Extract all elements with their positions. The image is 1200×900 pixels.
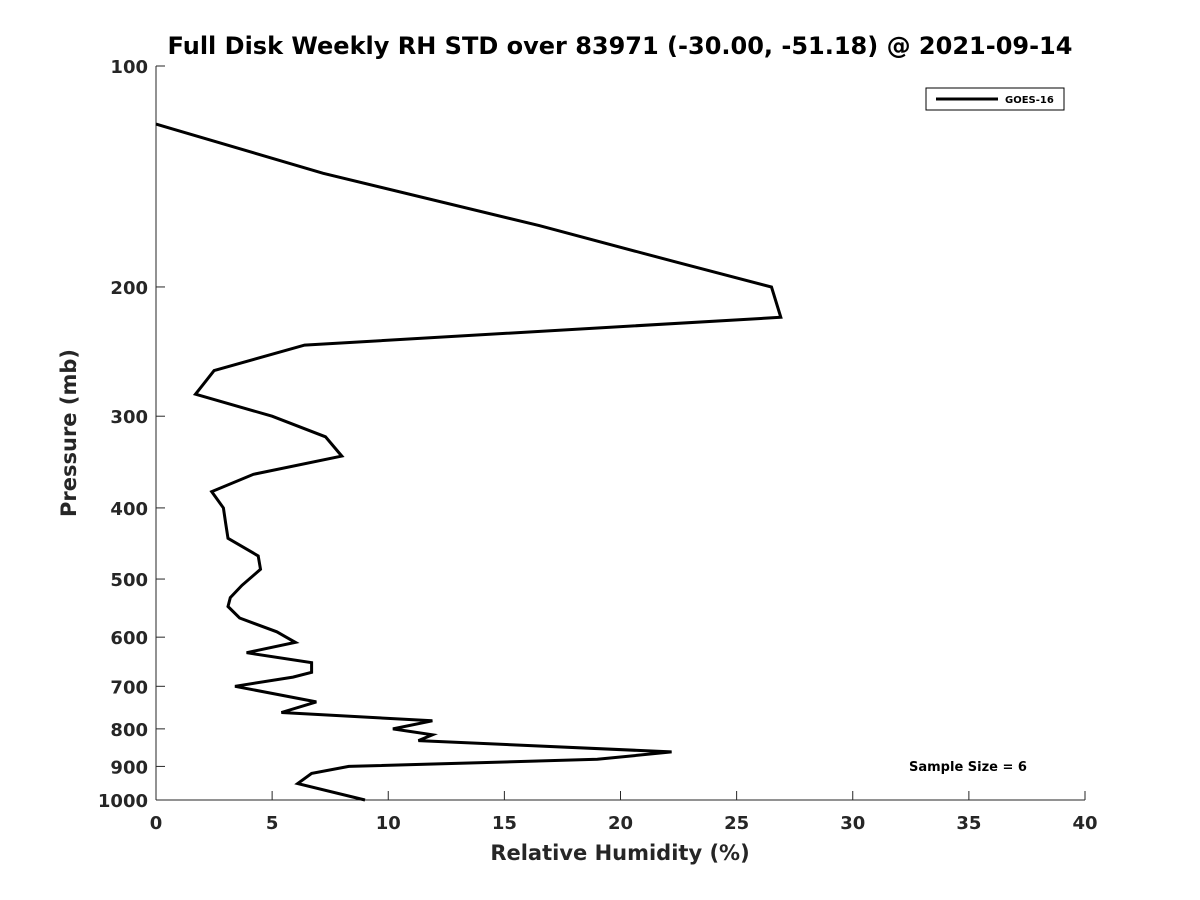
legend-label-goes-16: GOES-16 [1005,95,1054,106]
legend: GOES-16 [925,87,1065,111]
series-line-goes-16 [155,122,783,802]
y-tick-label: 300 [110,407,148,428]
y-tick-label: 1000 [98,791,148,812]
y-tick-label: 500 [110,570,148,591]
x-tick-label: 5 [266,813,279,834]
chart-title: Full Disk Weekly RH STD over 83971 (-30.… [168,32,1073,60]
sample-size-annotation: Sample Size = 6 [909,760,1027,775]
y-axis-label: Pressure (mb) [57,349,81,517]
series-layer [155,122,783,802]
x-tick-label: 40 [1072,813,1097,834]
plot-axes [155,66,1085,801]
y-axis-ticks: 100 200 300 400 500 600 700 800 900 1000 [98,57,165,812]
y-tick-label: 900 [110,757,148,778]
x-tick-label: 20 [608,813,633,834]
y-tick-label: 700 [110,677,148,698]
x-tick-label: 15 [492,813,517,834]
y-tick-label: 100 [110,57,148,78]
x-tick-label: 25 [724,813,749,834]
x-axis-label: Relative Humidity (%) [490,841,749,865]
y-tick-label: 400 [110,499,148,520]
y-tick-label: 800 [110,720,148,741]
y-tick-label: 600 [110,628,148,649]
x-tick-label: 35 [956,813,981,834]
x-tick-label: 30 [840,813,865,834]
x-tick-label: 0 [150,813,163,834]
x-tick-label: 10 [376,813,401,834]
x-axis-ticks: 0 5 10 15 20 25 30 35 40 [150,791,1098,834]
y-tick-label: 200 [110,278,148,299]
